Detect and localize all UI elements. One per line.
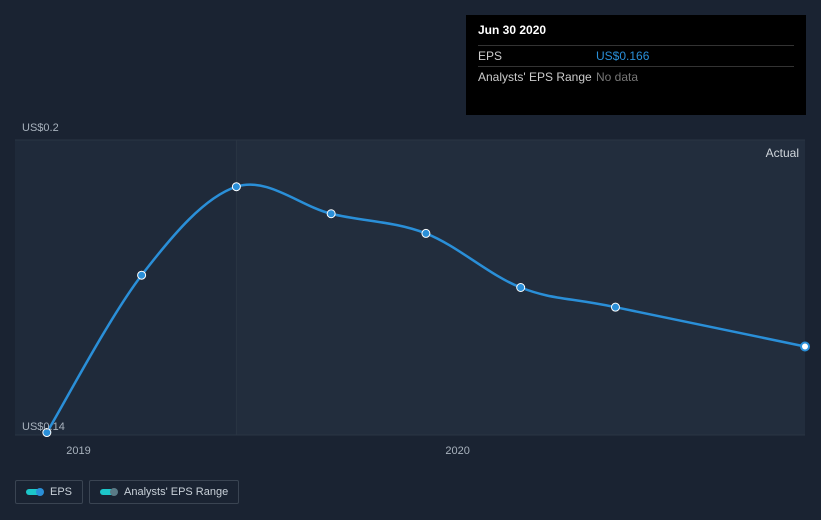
tooltip-row: EPS US$0.166 — [478, 45, 794, 66]
chart-tooltip: Jun 30 2020 EPS US$0.166 Analysts' EPS R… — [466, 15, 806, 115]
tooltip-value: No data — [596, 70, 638, 84]
x-axis-label: 2019 — [66, 445, 90, 457]
actual-region-label: Actual — [766, 146, 799, 160]
tooltip-row: Analysts' EPS Range No data — [478, 66, 794, 87]
legend-item-analysts-range[interactable]: Analysts' EPS Range — [89, 480, 239, 504]
tooltip-label: EPS — [478, 49, 596, 63]
tooltip-value: US$0.166 — [596, 49, 649, 63]
legend-swatch-icon — [100, 489, 116, 495]
legend-item-label: Analysts' EPS Range — [124, 486, 228, 498]
tooltip-label: Analysts' EPS Range — [478, 70, 596, 84]
tooltip-date: Jun 30 2020 — [478, 23, 794, 41]
y-axis-label: US$0.2 — [22, 122, 59, 134]
chart-legend: EPS Analysts' EPS Range — [15, 480, 239, 504]
legend-item-label: EPS — [50, 486, 72, 498]
legend-item-eps[interactable]: EPS — [15, 480, 83, 504]
legend-swatch-icon — [26, 489, 42, 495]
x-axis-label: 2020 — [445, 445, 469, 457]
y-axis-label: US$0.14 — [22, 421, 65, 433]
